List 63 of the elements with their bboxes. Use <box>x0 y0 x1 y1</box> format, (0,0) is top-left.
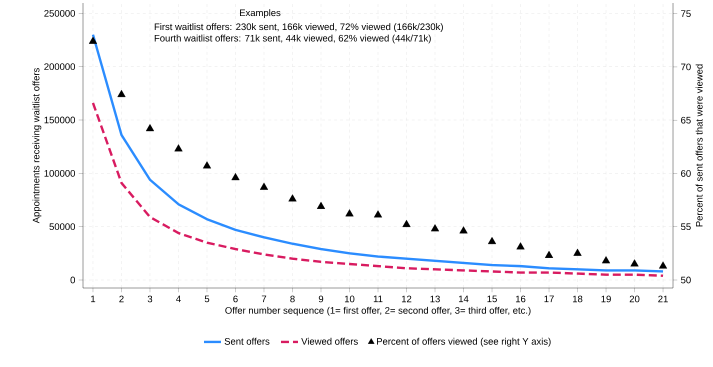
y2-tick-label: 75 <box>681 10 691 17</box>
point <box>345 209 354 216</box>
point <box>374 210 382 218</box>
y-tick-label: 250000 <box>44 10 76 17</box>
point <box>459 226 468 234</box>
x-tick-label: 19 <box>601 296 611 302</box>
x-tick-label: 6 <box>233 296 238 302</box>
x-axis-title: Offer number sequence (1= first offer, 2= second offer, 3= third offer, etc.) <box>225 306 531 316</box>
y2-tick-label: 70 <box>681 64 691 70</box>
y2-tick-label: 60 <box>681 170 691 177</box>
point <box>544 250 554 258</box>
point <box>430 224 440 232</box>
point <box>516 242 525 250</box>
x-tick-label: 11 <box>374 296 382 302</box>
y2-tick-label: 50 <box>680 276 691 284</box>
point <box>573 248 582 256</box>
x-tick-label: 20 <box>630 296 640 302</box>
point <box>488 236 496 244</box>
point <box>146 124 154 132</box>
point <box>117 90 126 98</box>
x-tick-label: 14 <box>458 296 468 302</box>
y2-tick-label: 55 <box>680 223 691 230</box>
annotation: First waitlist offers: 230k sent, 166k viewed, 72% viewed (166k/230k) <box>154 23 443 32</box>
legend-label: Viewed offers <box>301 338 358 345</box>
x-tick-label: 4 <box>176 296 181 302</box>
x-tick-label: 2 <box>119 296 124 302</box>
y-tick-label: 50000 <box>49 223 76 230</box>
point <box>658 261 668 269</box>
x-tick-label: 7 <box>262 296 266 302</box>
y-tick-label: 150000 <box>44 116 76 124</box>
x-tick-label: 9 <box>318 296 324 302</box>
y-tick-label: 0 <box>70 276 76 284</box>
x-tick-label: 12 <box>402 296 412 302</box>
x-tick-label: 1 <box>91 296 96 302</box>
x-tick-label: 21 <box>658 296 668 302</box>
y2-axis-title: Percent of sent offers that were viewed <box>696 64 703 226</box>
x-tick-label: 15 <box>487 296 497 302</box>
x-tick-label: 16 <box>516 296 526 302</box>
x-tick-label: 13 <box>430 296 440 302</box>
point <box>202 161 212 168</box>
y-tick-label: 200000 <box>44 63 76 70</box>
point <box>630 259 639 266</box>
y-axis-title: Appointments receiving waitlist offers <box>32 68 42 224</box>
y2-tick-label: 65 <box>681 116 691 124</box>
point <box>602 256 610 264</box>
point <box>316 202 326 209</box>
x-tick-label: 10 <box>344 296 354 302</box>
legend-label: Sent offers <box>224 338 270 345</box>
x-tick-label: 8 <box>290 296 295 302</box>
x-tick-label: 18 <box>572 296 582 302</box>
x-tick-label: 5 <box>204 296 210 302</box>
annotation: Fourth waitlist offers: 71k sent, 44k viewed, 62% viewed (44k/71k) <box>154 34 431 44</box>
point <box>260 182 268 190</box>
point <box>231 173 240 180</box>
point <box>88 36 98 44</box>
annotation: Examples <box>240 9 280 18</box>
x-tick-label: 17 <box>544 296 554 302</box>
x-tick-label: 3 <box>148 296 152 302</box>
legend-label: Percent of offers viewed (see right Y axis) <box>377 338 551 347</box>
y-tick-label: 100000 <box>44 170 76 177</box>
point <box>174 144 183 152</box>
point <box>402 220 411 228</box>
point <box>288 194 297 202</box>
